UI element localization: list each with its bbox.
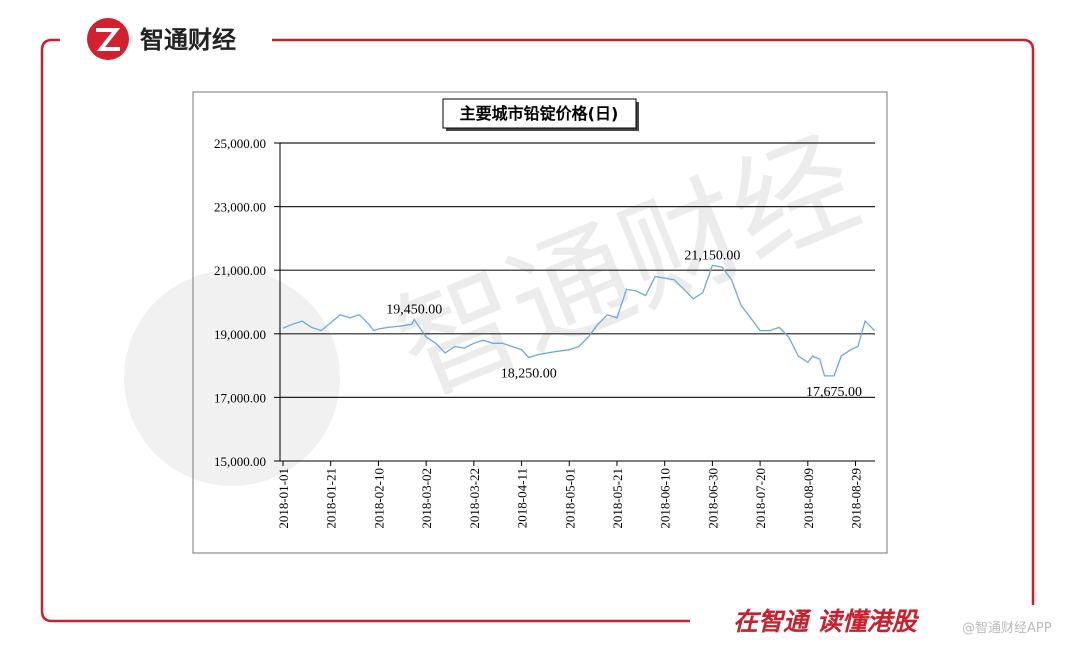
price-line bbox=[282, 264, 876, 377]
x-tick-label: 2018-04-11 bbox=[515, 468, 530, 528]
frame-line bbox=[272, 38, 1035, 605]
frame-line bbox=[40, 38, 690, 623]
y-tick-label: 17,000.00 bbox=[214, 390, 266, 405]
x-tick-label: 2018-05-21 bbox=[610, 468, 625, 529]
x-tick-label: 2018-05-01 bbox=[562, 468, 577, 529]
x-tick-label: 2018-01-21 bbox=[324, 468, 339, 529]
title-box bbox=[442, 98, 637, 129]
footer-slogan: 在智通 读懂港股 bbox=[733, 607, 920, 636]
chart-title: 主要城市铅锭价格(日) bbox=[460, 104, 619, 123]
x-tick-label: 2018-03-02 bbox=[419, 468, 434, 529]
y-tick-label: 25,000.00 bbox=[214, 136, 266, 151]
x-tick-label: 2018-08-09 bbox=[801, 468, 816, 529]
y-tick-label: 23,000.00 bbox=[214, 200, 266, 215]
x-tick-label: 2018-06-10 bbox=[658, 468, 673, 529]
watermark-logo bbox=[124, 270, 340, 486]
watermark: 智通财经 bbox=[379, 113, 876, 422]
x-tick-label: 2018-06-30 bbox=[705, 468, 720, 529]
annotation: 17,675.00 bbox=[806, 385, 862, 400]
brand: 智通财经 bbox=[140, 26, 236, 54]
annotation: 18,250.00 bbox=[501, 367, 557, 382]
annotation: 19,450.00 bbox=[386, 302, 442, 317]
y-tick-label: 21,000.00 bbox=[214, 263, 266, 278]
x-tick-label: 2018-02-10 bbox=[371, 468, 386, 529]
x-tick-label: 2018-07-20 bbox=[753, 468, 768, 529]
footer-credit: @智通财经APP bbox=[962, 621, 1052, 636]
x-tick-label: 2018-08-29 bbox=[849, 468, 864, 529]
y-tick-label: 19,000.00 bbox=[214, 327, 266, 342]
logo-mark bbox=[96, 28, 121, 51]
x-tick-label: 2018-03-22 bbox=[467, 468, 482, 529]
y-tick-label: 15,000.00 bbox=[214, 454, 266, 469]
annotation: 21,150.00 bbox=[684, 248, 740, 263]
x-tick-label: 2018-01-01 bbox=[276, 468, 291, 529]
chart-panel bbox=[192, 91, 888, 554]
